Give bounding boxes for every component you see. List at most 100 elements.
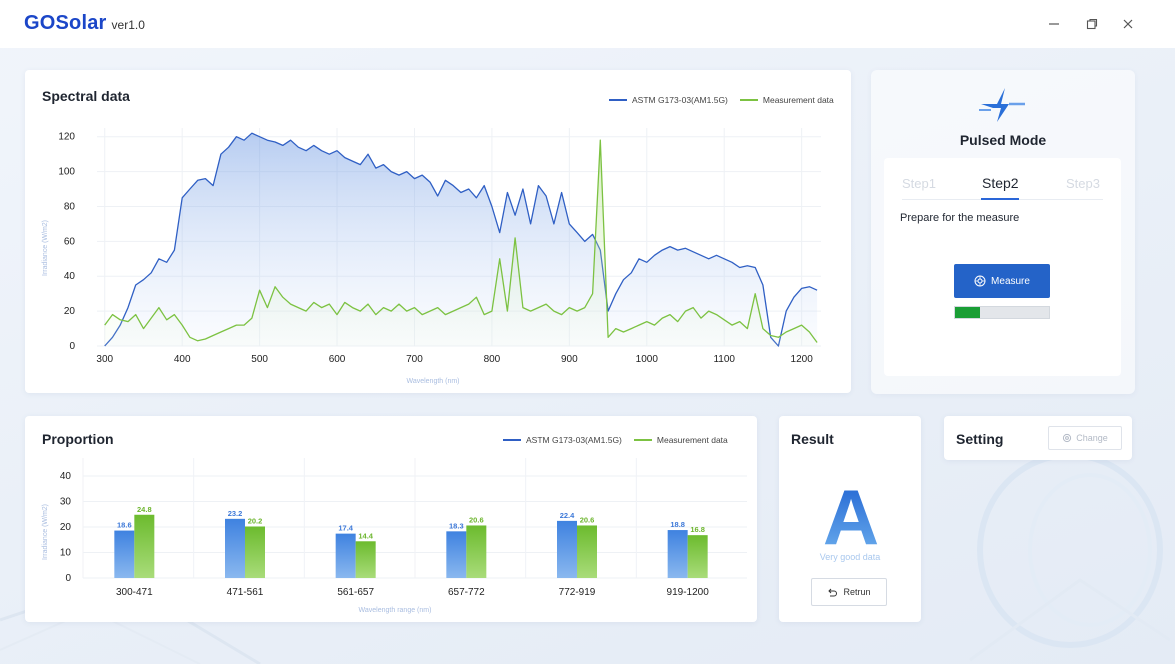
legend-item-astm: ASTM G173-03(AM1.5G)	[609, 95, 728, 105]
spectral-x-axis-label: Wavelength (nm)	[406, 378, 459, 385]
proportion-x-tick: 471-561	[227, 587, 264, 598]
spectral-y-tick: 20	[64, 306, 76, 317]
change-button[interactable]: Change	[1048, 426, 1122, 450]
app-brand: GOSolar ver1.0	[24, 12, 145, 35]
step-instruction: Prepare for the measure	[900, 212, 1020, 224]
measure-button-label: Measure	[991, 275, 1030, 287]
proportion-legend: ASTM G173-03(AM1.5G) Measurement data	[491, 435, 728, 445]
spectral-chart: 0 20 40 60 80 100 120 300 400 500 600 700 800 900 1000…	[42, 128, 821, 385]
tab-step1[interactable]: Step1	[902, 176, 936, 191]
measurement-bar	[245, 526, 265, 578]
bar-value-label: 14.4	[358, 531, 373, 540]
astm-bar	[446, 531, 467, 578]
bar-value-label: 17.4	[338, 524, 353, 533]
measurement-bar	[687, 535, 708, 578]
measurement-bar	[466, 525, 487, 578]
spectral-x-tick: 400	[174, 354, 191, 365]
spectral-x-tick: 900	[561, 354, 578, 365]
aperture-icon	[974, 275, 986, 287]
return-button[interactable]: Retrun	[811, 578, 887, 606]
bar-value-label: 20.6	[580, 515, 595, 524]
undo-icon	[828, 588, 838, 596]
steps-card: Step1 Step2 Step3 Prepare for the measur…	[884, 158, 1121, 376]
grade-value: A	[823, 478, 879, 550]
proportion-y-tick: 30	[60, 497, 72, 508]
background-decoration	[969, 452, 1171, 662]
minimize-icon[interactable]	[1042, 12, 1066, 36]
spectral-x-tick: 1200	[791, 354, 814, 365]
spectral-legend: ASTM G173-03(AM1.5G) Measurement data	[597, 95, 834, 105]
spectral-x-tick: 800	[484, 354, 501, 365]
result-title: Result	[791, 431, 834, 447]
proportion-x-tick: 300-471	[116, 587, 153, 598]
proportion-chart: 18.6 24.8 23.2 20.2 17.4 14.4 18.3 20.6 22.4 20.6…	[42, 458, 747, 614]
spectral-x-tick: 600	[329, 354, 346, 365]
grade-letter: A	[823, 478, 879, 550]
spectral-panel: Spectral data ASTM G173-03(AM1.5G) Measu…	[25, 70, 851, 393]
spectral-y-tick: 120	[58, 132, 75, 143]
pulse-lightning-icon	[979, 88, 1025, 122]
spectral-y-axis-label: Irradiance (W/m2)	[42, 220, 49, 276]
measure-progress-bar	[954, 306, 1050, 319]
measurement-bar	[134, 514, 155, 578]
active-step-indicator	[981, 198, 1019, 200]
bar-value-label: 20.2	[248, 516, 263, 525]
legend-item-measurement: Measurement data	[633, 435, 728, 445]
measurement-series-area	[104, 140, 818, 346]
return-button-label: Retrun	[843, 587, 871, 597]
astm-bar	[114, 530, 135, 578]
measurement-bar	[577, 525, 597, 578]
astm-bar	[225, 518, 245, 578]
legend-item-measurement: Measurement data	[739, 95, 834, 105]
grade-description: Very good data	[819, 552, 881, 562]
spectral-title: Spectral data	[42, 88, 130, 104]
change-button-label: Change	[1076, 433, 1108, 443]
proportion-x-tick: 919-1200	[667, 587, 710, 598]
mode-card: Pulsed Mode Step1 Step2 Step3 Prepare fo…	[871, 70, 1135, 394]
spectral-x-tick: 1100	[713, 354, 735, 365]
spectral-y-tick: 80	[64, 201, 76, 212]
proportion-y-tick: 20	[60, 522, 72, 533]
astm-bar	[335, 533, 356, 578]
measure-button[interactable]: Measure	[954, 264, 1050, 298]
astm-bar	[667, 530, 688, 578]
measure-progress-fill	[955, 307, 981, 318]
astm-series-line	[104, 132, 818, 347]
proportion-x-tick: 657-772	[448, 587, 485, 598]
spectral-y-tick: 100	[58, 167, 75, 178]
app-name: GOSolar	[24, 12, 107, 34]
mode-title: Pulsed Mode	[959, 132, 1047, 148]
tab-step2[interactable]: Step2	[982, 175, 1019, 191]
legend-item-astm: ASTM G173-03(AM1.5G)	[503, 435, 622, 445]
proportion-panel: Proportion ASTM G173-03(AM1.5G) Measurem…	[25, 416, 757, 622]
measurement-bar	[355, 541, 376, 578]
astm-bar	[557, 520, 577, 578]
bar-value-label: 24.8	[137, 505, 152, 514]
app-version: ver1.0	[111, 18, 145, 32]
spectral-y-tick: 0	[69, 341, 75, 352]
bar-value-label: 22.4	[560, 511, 575, 520]
spectral-x-tick: 300	[96, 354, 113, 365]
proportion-y-axis-label: Irradiance (W/m2)	[42, 504, 49, 560]
gear-icon	[1063, 433, 1072, 443]
setting-title: Setting	[956, 431, 1004, 447]
title-bar: GOSolar ver1.0	[0, 0, 1175, 48]
close-icon[interactable]	[1116, 12, 1140, 36]
bar-value-label: 18.3	[449, 521, 464, 530]
spectral-x-tick: 500	[251, 354, 268, 365]
proportion-x-tick: 772-919	[559, 587, 596, 598]
spectral-x-tick: 1000	[636, 354, 659, 365]
spectral-y-tick: 40	[64, 271, 76, 282]
proportion-y-tick: 10	[60, 548, 72, 559]
proportion-y-tick: 40	[60, 471, 72, 482]
bar-value-label: 18.8	[670, 520, 685, 529]
tab-step3[interactable]: Step3	[1066, 176, 1100, 191]
spectral-y-tick: 60	[64, 236, 76, 247]
bar-value-label: 18.6	[117, 521, 132, 530]
bar-value-label: 16.8	[690, 525, 705, 534]
measurement-series-line	[104, 139, 818, 343]
proportion-title: Proportion	[42, 431, 114, 447]
bar-value-label: 23.2	[228, 509, 243, 518]
maximize-icon[interactable]	[1080, 12, 1104, 36]
proportion-x-axis-label: Wavelength range (nm)	[359, 607, 432, 614]
